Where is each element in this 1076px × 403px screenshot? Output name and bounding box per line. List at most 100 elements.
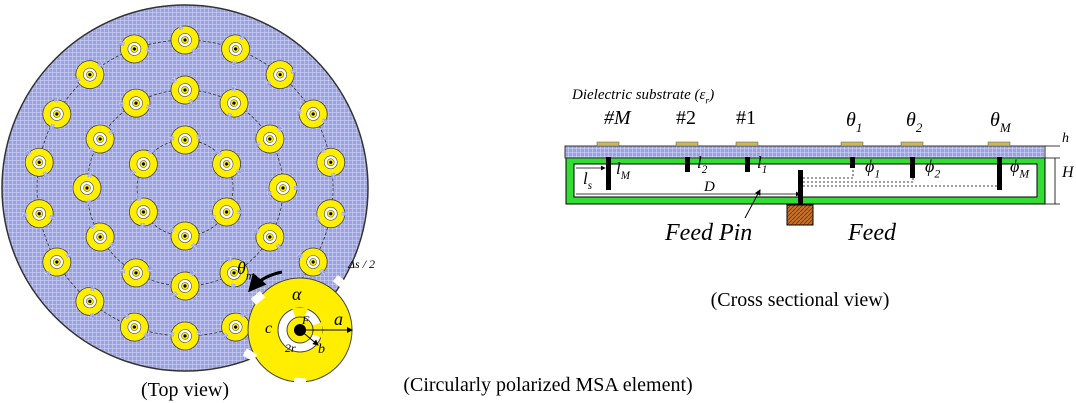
cross-section: [564, 141, 1060, 226]
notch: [108, 129, 115, 136]
notch: [254, 141, 261, 148]
label-part: c: [265, 320, 272, 337]
label-part: M: [620, 170, 631, 182]
label: h: [1062, 131, 1069, 146]
notch: [332, 275, 348, 289]
notch: [191, 48, 197, 55]
pin: [183, 138, 187, 142]
label-part: ): [708, 87, 714, 103]
notch: [235, 168, 242, 176]
msa-element: [265, 60, 297, 90]
patch: [840, 141, 864, 147]
pin: [132, 47, 136, 51]
notch: [147, 148, 154, 155]
label-part: M: [1018, 167, 1030, 180]
notch: [118, 101, 125, 107]
pin: [55, 112, 59, 116]
label-part: H: [1061, 164, 1075, 181]
msa-element: [75, 285, 105, 319]
caption: (Circularly polarized MSA element): [403, 374, 692, 396]
pin: [232, 271, 236, 275]
label: θM: [990, 109, 1012, 135]
notch: [171, 291, 178, 298]
msa-element: [168, 125, 202, 155]
pin: [183, 234, 187, 238]
notch: [108, 241, 116, 249]
label: #1: [736, 107, 756, 129]
label: 2r: [285, 341, 296, 355]
notch: [25, 149, 32, 156]
patch: [900, 141, 924, 147]
pin: [85, 186, 89, 190]
label: Feed Pin: [664, 220, 752, 246]
pin: [311, 260, 315, 264]
notch: [89, 312, 95, 319]
label: H: [1061, 164, 1075, 181]
feed-pin: [798, 170, 803, 204]
caption: (Top view): [141, 379, 229, 401]
msa-element: [170, 75, 200, 106]
notch: [42, 171, 49, 178]
label: l1: [757, 153, 767, 176]
msa-element: [42, 247, 72, 277]
label: ϕM: [1010, 156, 1030, 180]
notch: [341, 211, 347, 216]
pin: [183, 334, 187, 338]
msa-element: [267, 173, 299, 203]
notch: [319, 268, 326, 276]
notch: [297, 252, 304, 259]
label-part: b: [318, 342, 325, 357]
label-part: 2: [702, 164, 708, 176]
notch: [250, 291, 266, 305]
pin: [224, 210, 229, 214]
notch: [227, 256, 233, 262]
msa-element: [85, 222, 116, 252]
notch: [89, 222, 96, 230]
notch: [54, 96, 60, 103]
notch: [215, 149, 222, 157]
notch: [189, 270, 196, 277]
pin: [910, 157, 915, 178]
patch: [987, 141, 1011, 147]
label: F: [301, 313, 310, 327]
msa-element: [170, 270, 200, 301]
msa-element: [118, 34, 152, 64]
notch: [44, 270, 52, 277]
notch: [168, 331, 175, 337]
caption: (Cross sectional view): [711, 289, 890, 311]
pin: [141, 210, 146, 214]
notch: [118, 40, 126, 47]
label-part: 1: [874, 167, 880, 180]
label-part: 2r: [285, 341, 296, 355]
label: #2: [676, 107, 696, 129]
pin: [997, 157, 1002, 190]
notch: [87, 147, 95, 154]
label-part: s: [588, 180, 592, 192]
msa-element: [314, 199, 347, 229]
pin: [98, 137, 102, 141]
notch: [177, 24, 184, 31]
msa-element: [42, 96, 72, 130]
label: c: [265, 320, 272, 337]
notch: [137, 195, 142, 201]
msa-element: [129, 195, 158, 229]
msa-element: [168, 221, 200, 251]
notch: [253, 227, 261, 234]
label-part: α: [292, 284, 302, 304]
msa-element: [118, 88, 152, 118]
msa-element: [24, 147, 54, 178]
label-part: l: [583, 169, 588, 188]
notch: [221, 332, 229, 339]
msa-element: [119, 312, 150, 342]
notch: [168, 135, 175, 141]
msa-element: [210, 197, 243, 227]
notch: [90, 285, 96, 292]
pin: [183, 88, 187, 92]
pin: [134, 101, 138, 105]
notch: [65, 252, 72, 259]
notch: [87, 171, 93, 178]
feed: [786, 204, 814, 226]
pin: [606, 157, 611, 190]
label: Feed: [847, 220, 897, 246]
pin: [278, 73, 282, 77]
